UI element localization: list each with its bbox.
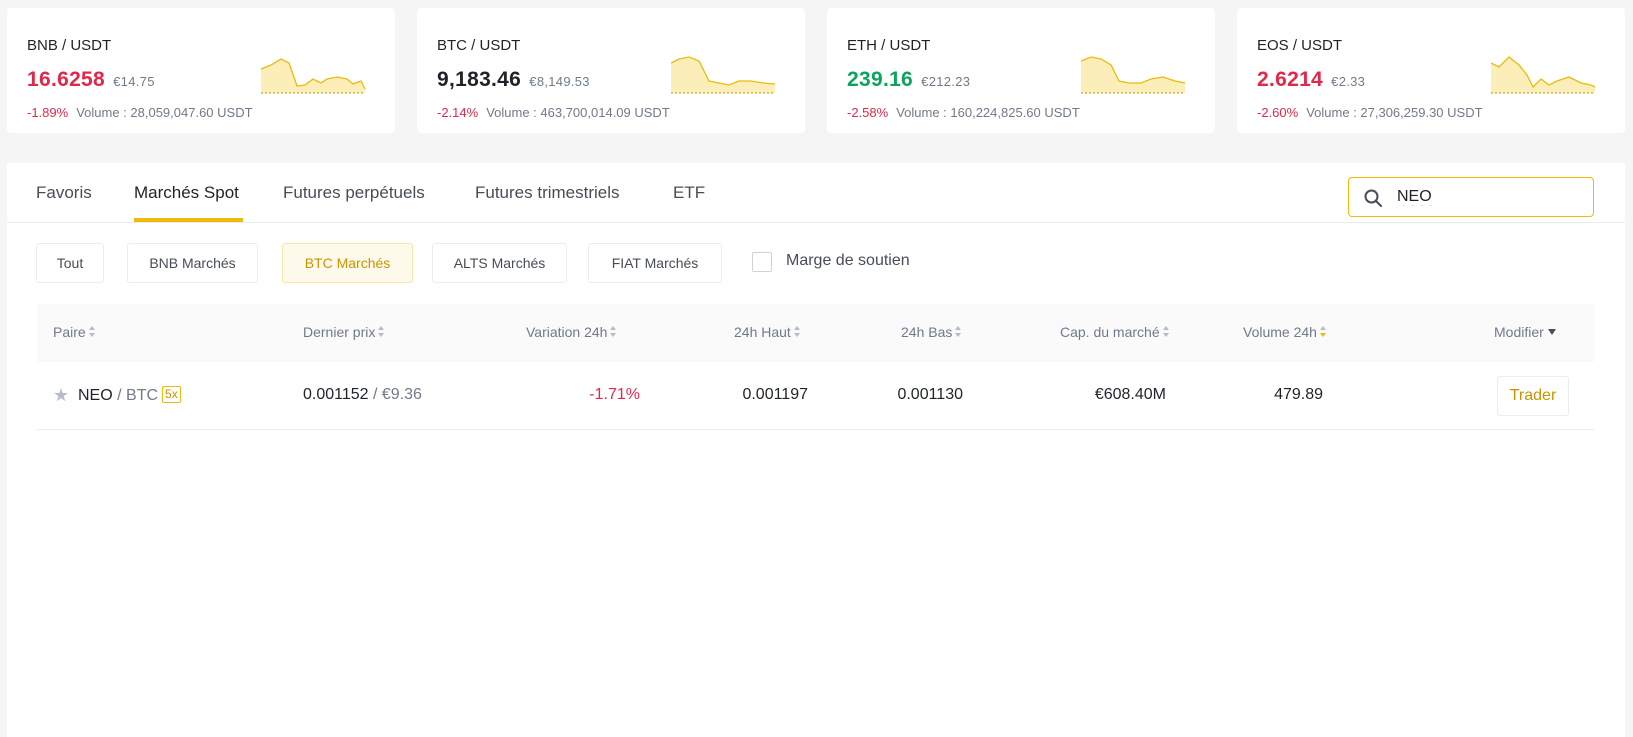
high-24h-cell: 0.001197 (742, 386, 808, 403)
ticker-meta: -2.14% Volume : 463,700,014.09 USDT (437, 105, 670, 120)
ticker-card-bnb[interactable]: BNB / USDT 16.6258 €14.75 -1.89% Volume :… (7, 8, 395, 133)
search-input[interactable] (1397, 186, 1577, 208)
column-header-volume-24h[interactable]: Volume 24h (1243, 324, 1327, 340)
pair-cell[interactable]: NEO / BTC 5x (78, 386, 181, 405)
sort-desc-icon (1319, 326, 1327, 338)
ticker-card-eth[interactable]: ETH / USDT 239.16 €212.23 -2.58% Volume :… (827, 8, 1215, 133)
margin-checkbox[interactable] (752, 252, 772, 272)
ticker-price: 239.16 €212.23 (847, 68, 971, 91)
change-24h-cell: -1.71% (589, 386, 640, 403)
volume-24h-cell: 479.89 (1274, 386, 1323, 403)
ticker-meta: -1.89% Volume : 28,059,047.60 USDT (27, 105, 253, 120)
ticker-fiat-price: €2.33 (1331, 74, 1366, 89)
sort-icon (610, 326, 617, 338)
filter-btc-markets[interactable]: BTC Marchés (282, 243, 413, 283)
last-price-cell: 0.001152 / €9.36 (303, 386, 422, 403)
sparkline-chart (261, 58, 366, 94)
search-field[interactable] (1348, 177, 1594, 217)
ticker-volume: Volume : 160,224,825.60 USDT (896, 105, 1080, 120)
sort-icon (793, 326, 801, 338)
ticker-meta: -2.58% Volume : 160,224,825.60 USDT (847, 105, 1080, 120)
market-tabs: Favoris Marchés Spot Futures perpétuels … (7, 163, 1625, 223)
last-price-fiat: / €9.36 (373, 386, 422, 403)
sort-icon (1162, 326, 1170, 338)
column-header-low-24h[interactable]: 24h Bas (901, 324, 962, 340)
ticker-change: -2.58% (847, 105, 889, 120)
markets-panel: Favoris Marchés Spot Futures perpétuels … (7, 163, 1625, 737)
ticker-row: BNB / USDT 16.6258 €14.75 -1.89% Volume :… (7, 8, 1625, 133)
column-header-market-cap[interactable]: Cap. du marché (1060, 324, 1170, 340)
ticker-pair: BNB / USDT (27, 37, 112, 54)
tab-favorites[interactable]: Favoris (36, 183, 92, 202)
ticker-card-eos[interactable]: EOS / USDT 2.6214 €2.33 -2.60% Volume : 2… (1237, 8, 1625, 133)
tab-spot-markets[interactable]: Marchés Spot (134, 183, 239, 202)
tab-quarterly-futures[interactable]: Futures trimestriels (475, 183, 620, 202)
filter-fiat-markets[interactable]: FIAT Marchés (588, 243, 722, 283)
table-row[interactable]: ★ NEO / BTC 5x 0.001152 / €9.36 -1.71% 0.… (37, 362, 1594, 430)
ticker-price: 2.6214 €2.33 (1257, 68, 1366, 91)
ticker-change: -1.89% (27, 105, 69, 120)
market-cap-cell: €608.40M (1094, 386, 1166, 403)
ticker-pair: EOS / USDT (1257, 37, 1343, 54)
sparkline-chart (1081, 56, 1186, 94)
trade-button[interactable]: Trader (1497, 376, 1569, 416)
ticker-price: 16.6258 €14.75 (27, 68, 155, 91)
ticker-fiat-price: €8,149.53 (529, 74, 590, 89)
ticker-change: -2.60% (1257, 105, 1299, 120)
sort-icon (88, 326, 96, 338)
leverage-badge: 5x (162, 386, 181, 403)
tab-perpetual-futures[interactable]: Futures perpétuels (283, 183, 425, 202)
base-asset: NEO (78, 387, 113, 404)
ticker-pair: ETH / USDT (847, 37, 931, 54)
modify-columns-button[interactable]: Modifier (1494, 324, 1556, 340)
active-tab-indicator (134, 218, 243, 222)
ticker-volume: Volume : 27,306,259.30 USDT (1306, 105, 1483, 120)
ticker-fiat-price: €212.23 (921, 74, 971, 89)
ticker-card-btc[interactable]: BTC / USDT 9,183.46 €8,149.53 -2.14% Volu… (417, 8, 805, 133)
caret-down-icon (1547, 329, 1556, 335)
favorite-star-icon[interactable]: ★ (53, 385, 70, 405)
ticker-price: 9,183.46 €8,149.53 (437, 68, 590, 91)
filter-bnb-markets[interactable]: BNB Marchés (127, 243, 258, 283)
sort-icon (378, 326, 385, 338)
ticker-volume: Volume : 463,700,014.09 USDT (486, 105, 670, 120)
low-24h-cell: 0.001130 (897, 386, 963, 403)
search-icon (1364, 189, 1382, 207)
ticker-pair: BTC / USDT (437, 37, 521, 54)
sort-icon (955, 326, 962, 338)
ticker-fiat-price: €14.75 (113, 74, 155, 89)
quote-asset: / BTC (117, 387, 159, 404)
sparkline-chart (671, 56, 776, 94)
tab-etf[interactable]: ETF (673, 183, 706, 202)
ticker-change: -2.14% (437, 105, 479, 120)
sparkline-chart (1491, 56, 1596, 94)
filter-all[interactable]: Tout (36, 243, 104, 283)
margin-checkbox-label[interactable]: Marge de soutien (786, 252, 910, 269)
ticker-meta: -2.60% Volume : 27,306,259.30 USDT (1257, 105, 1483, 120)
column-header-high-24h[interactable]: 24h Haut (734, 324, 801, 340)
column-header-change-24h[interactable]: Variation 24h (526, 324, 617, 340)
column-header-pair[interactable]: Paire (53, 324, 96, 340)
table-header: Paire Dernier prix Variation 24h 24h Hau… (37, 304, 1594, 362)
ticker-volume: Volume : 28,059,047.60 USDT (76, 105, 253, 120)
column-header-last-price[interactable]: Dernier prix (303, 324, 385, 340)
filter-alts-markets[interactable]: ALTS Marchés (432, 243, 567, 283)
